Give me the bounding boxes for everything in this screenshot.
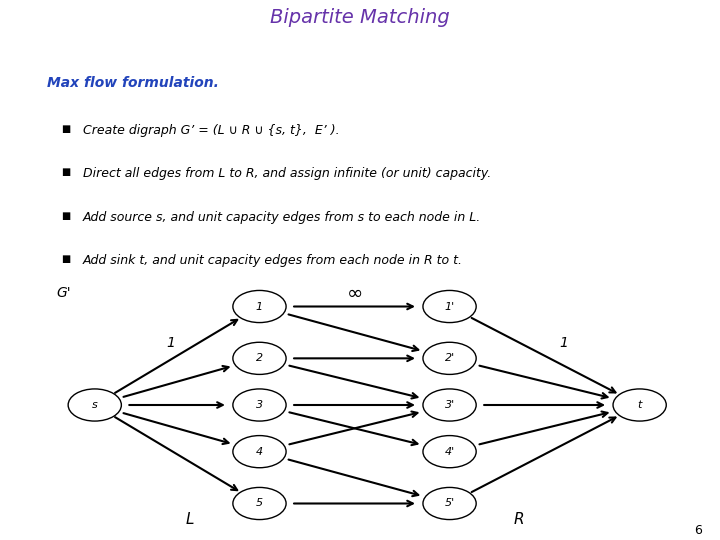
Text: 5': 5' [444,498,454,509]
Text: Create digraph G’ = (L ∪ R ∪ {s, t},  E’ ).: Create digraph G’ = (L ∪ R ∪ {s, t}, E’ … [83,124,339,137]
Text: L: L [186,512,194,527]
Text: R: R [514,512,525,527]
Text: t: t [637,400,642,410]
Ellipse shape [423,342,476,374]
Text: Bipartite Matching: Bipartite Matching [270,8,450,27]
Text: ■: ■ [61,211,71,221]
Text: Add source s, and unit capacity edges from s to each node in L.: Add source s, and unit capacity edges fr… [83,211,481,224]
Text: Max flow formulation.: Max flow formulation. [47,76,219,90]
Text: ■: ■ [61,254,71,264]
Ellipse shape [233,342,286,374]
Ellipse shape [613,389,666,421]
Text: 3': 3' [444,400,454,410]
Ellipse shape [423,488,476,519]
Text: Direct all edges from L to R, and assign infinite (or unit) capacity.: Direct all edges from L to R, and assign… [83,167,491,180]
Text: 2: 2 [256,353,263,363]
Ellipse shape [233,488,286,519]
Ellipse shape [233,291,286,322]
Ellipse shape [423,436,476,468]
Text: ■: ■ [61,124,71,134]
Text: 4': 4' [444,447,454,457]
Text: s: s [92,400,98,410]
Text: 6: 6 [694,524,702,537]
Ellipse shape [423,291,476,322]
Text: 1': 1' [444,301,454,312]
Text: ∞: ∞ [346,284,363,303]
Text: G': G' [57,286,71,300]
Ellipse shape [68,389,122,421]
Text: 2': 2' [444,353,454,363]
Text: 1: 1 [559,336,568,350]
Text: 3: 3 [256,400,263,410]
Ellipse shape [423,389,476,421]
Text: 4: 4 [256,447,263,457]
Text: Add sink t, and unit capacity edges from each node in R to t.: Add sink t, and unit capacity edges from… [83,254,463,267]
Ellipse shape [233,389,286,421]
Ellipse shape [233,436,286,468]
Text: 1: 1 [256,301,263,312]
Text: 1: 1 [166,336,175,350]
Text: ■: ■ [61,167,71,178]
Text: 5: 5 [256,498,263,509]
